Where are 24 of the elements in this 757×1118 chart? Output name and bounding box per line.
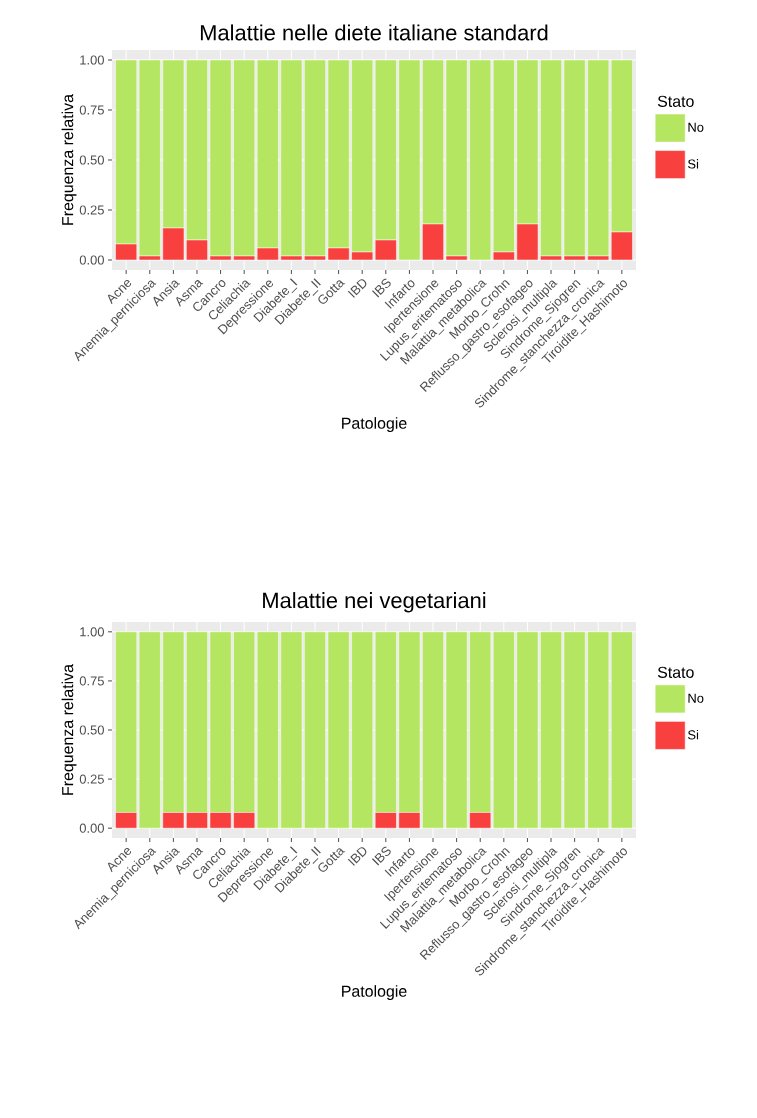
y-tick-label: 0.00 <box>79 823 104 833</box>
y-axis-title: Frequenza relativa <box>61 94 77 225</box>
y-tick-label: 1.00 <box>80 55 104 65</box>
legend-label: No <box>688 122 704 132</box>
chart-title: Malattie nelle diete italiane standard <box>200 24 548 41</box>
y-axis-title: Frequenza relativa <box>61 664 77 795</box>
legend-label: Si <box>688 729 699 740</box>
legend-title: Stato <box>657 666 694 678</box>
y-tick-label: 0.50 <box>79 155 104 165</box>
y-tick-label: 0.25 <box>79 205 104 215</box>
x-axis-title: Patologie <box>342 985 407 1001</box>
chart-title: Malattie nei vegetariani <box>263 592 486 613</box>
legend-label: Si <box>688 159 699 169</box>
x-tick-label: IBD <box>347 847 367 866</box>
x-tick-label: IBD <box>347 279 367 298</box>
legend-title: Stato <box>657 95 694 107</box>
y-tick-label: 1.00 <box>80 627 104 637</box>
legend-label: No <box>688 693 704 703</box>
y-tick-label: 0.50 <box>79 725 104 735</box>
x-axis-title: Patologie <box>342 417 407 432</box>
y-tick-label: 0.25 <box>79 774 104 784</box>
y-tick-label: 0.00 <box>79 255 104 265</box>
y-tick-label: 0.75 <box>79 105 104 115</box>
y-tick-label: 0.75 <box>79 676 104 686</box>
